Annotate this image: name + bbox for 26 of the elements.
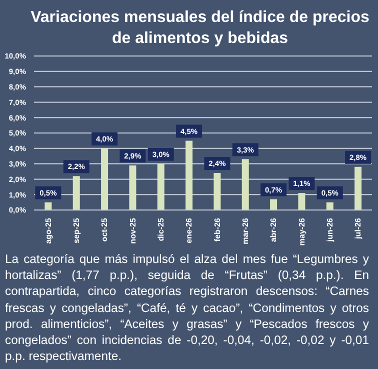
x-tick-label: abr-26 [269, 217, 278, 242]
x-tick-label: mar-26 [240, 217, 250, 244]
x-tick-label: dic-25 [156, 217, 166, 242]
x-tick-label: nov-25 [128, 217, 138, 244]
bar [186, 140, 193, 210]
x-tick-label: feb-26 [212, 217, 222, 242]
bar [214, 173, 221, 210]
x-tick-label: ago-25 [44, 217, 53, 244]
bar [101, 148, 108, 210]
x-tick-label: may-26 [297, 217, 306, 246]
x-tick-label: ene-26 [184, 217, 194, 244]
bar [326, 202, 334, 210]
x-tick-label: jun-26 [325, 217, 334, 243]
x-tick-label: sep-25 [72, 217, 81, 244]
bar [44, 202, 52, 210]
bar [270, 199, 278, 210]
bar [157, 164, 164, 210]
bar [354, 166, 362, 210]
x-tick-label: jul-26 [354, 217, 363, 240]
bar [72, 176, 80, 210]
bar [129, 165, 136, 210]
chart-title: Variaciones mensuales del índice de precios de alimentos y bebidas [30, 8, 370, 49]
x-tick-label: oct-25 [100, 217, 110, 242]
bar [242, 159, 249, 210]
bar [298, 193, 306, 210]
text: La categoría que más impulsó el alza del mes fue “Legumbres y hortalizas” (1,77 p.p.), seguida de “Frutas” (0,34 p.p.). En contrapartida, cinco categorías registraron descensos: “Carnes frescas y congeladas”, “Café, té y cacao”, “Condimentos y otros prod. alimenticios”, “Aceites y grasas” y “Pescados frescos y congelados” con incidencias de -0,20, -0,04, -0,02, -0,02 y -0,01 p.p. respectivamente. [5, 251, 369, 364]
